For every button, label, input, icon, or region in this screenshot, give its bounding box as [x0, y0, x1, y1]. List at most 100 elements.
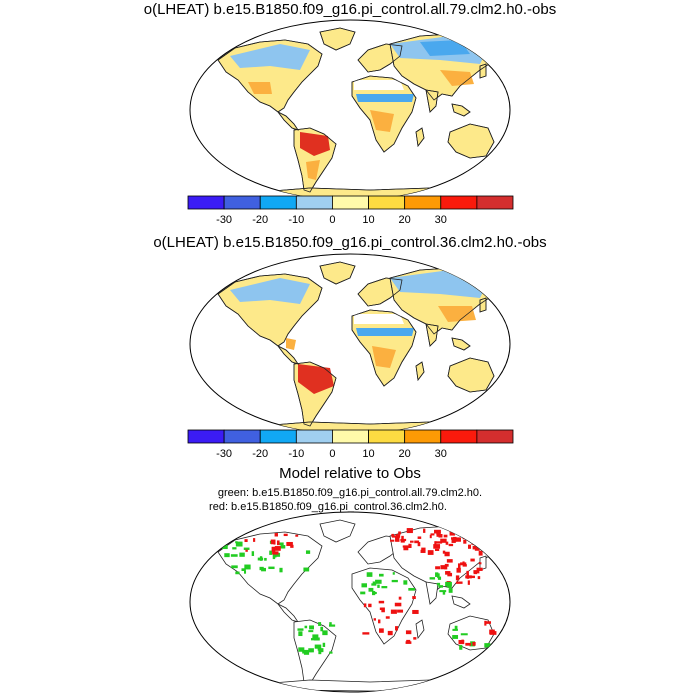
green-marker	[448, 584, 452, 589]
green-marker	[320, 626, 324, 632]
colorbar-swatch	[332, 429, 369, 444]
green-marker	[361, 583, 367, 588]
red-marker	[472, 641, 476, 646]
green-marker	[368, 587, 374, 592]
green-marker	[437, 573, 440, 579]
green-marker	[231, 565, 238, 569]
red-marker	[290, 544, 294, 548]
colorbar-swatch	[368, 195, 406, 210]
green-marker	[322, 642, 326, 647]
red-marker	[417, 536, 422, 539]
red-marker	[445, 571, 451, 575]
green-marker	[438, 585, 443, 588]
red-marker	[465, 575, 472, 579]
panel2-map	[189, 253, 511, 435]
green-marker	[435, 572, 439, 577]
colorbar-tick-label: 0	[329, 448, 335, 460]
green-marker	[459, 645, 463, 650]
green-marker	[366, 572, 373, 577]
red-marker	[482, 542, 488, 547]
green-marker	[442, 590, 446, 595]
colorbar-swatch	[259, 429, 297, 444]
red-marker	[390, 539, 395, 542]
green-marker	[308, 630, 314, 633]
red-marker	[448, 543, 454, 547]
red-marker	[272, 551, 279, 555]
green-marker	[329, 651, 333, 654]
red-marker	[398, 596, 402, 600]
red-marker	[253, 538, 256, 542]
red-marker	[473, 532, 477, 536]
green-marker	[375, 579, 382, 584]
green-marker	[391, 579, 398, 583]
red-marker	[455, 581, 463, 584]
red-marker	[429, 534, 432, 539]
green-marker	[280, 545, 286, 549]
red-marker	[391, 535, 398, 538]
green-marker	[309, 625, 314, 630]
colorbar-tick-label: -30	[216, 448, 232, 460]
red-marker	[446, 559, 453, 563]
red-marker	[466, 570, 469, 576]
colorbar-tick-label: -10	[288, 448, 304, 460]
green-marker	[298, 631, 303, 637]
red-marker	[444, 551, 450, 557]
red-marker	[363, 603, 367, 608]
colorbar-swatch	[476, 429, 514, 444]
red-marker	[381, 607, 385, 613]
red-marker	[430, 533, 435, 536]
red-marker	[403, 545, 409, 551]
green-marker	[244, 564, 251, 570]
red-marker	[274, 546, 281, 551]
green-marker	[318, 622, 322, 626]
red-marker	[406, 528, 413, 534]
green-marker	[243, 547, 250, 550]
red-marker	[417, 542, 421, 547]
green-marker	[313, 637, 320, 641]
green-marker	[329, 622, 332, 627]
colorbar-1: -30 -20 -10 0 10 20 30	[187, 195, 514, 226]
green-marker	[360, 591, 366, 595]
green-marker	[305, 550, 311, 554]
red-marker	[478, 562, 482, 565]
colorbar-tick-label: -20	[252, 214, 268, 226]
colorbar-tick-label: 10	[362, 214, 374, 226]
red-marker	[413, 637, 417, 640]
red-marker	[456, 567, 461, 573]
green-marker	[460, 633, 468, 636]
green-marker	[314, 644, 322, 649]
colorbar-tick-label: 30	[435, 448, 447, 460]
colorbar-swatch	[404, 195, 442, 210]
green-marker	[279, 567, 283, 573]
green-marker	[224, 553, 230, 558]
red-marker	[362, 632, 370, 635]
red-marker	[378, 628, 384, 633]
red-marker	[414, 540, 420, 544]
red-marker	[436, 531, 441, 535]
red-marker	[468, 544, 472, 549]
colorbar-tick-label: -20	[252, 448, 268, 460]
green-marker	[235, 541, 243, 547]
red-marker	[470, 558, 475, 562]
panel1-map	[189, 19, 511, 201]
red-marker	[473, 570, 480, 574]
red-marker	[400, 539, 405, 543]
red-marker	[274, 533, 278, 537]
green-marker	[454, 625, 458, 630]
red-marker	[391, 533, 394, 537]
panel2-title: o(LHEAT) b.e15.B1850.f09_g16.pi_control.…	[153, 234, 547, 251]
red-marker	[387, 630, 393, 636]
colorbar-tick-label: 20	[399, 448, 411, 460]
colorbar-tick-label: 20	[399, 214, 411, 226]
red-marker	[462, 561, 465, 565]
red-marker	[435, 566, 441, 570]
green-marker	[269, 550, 273, 555]
red-marker	[485, 621, 492, 624]
red-marker	[421, 547, 426, 552]
green-marker	[235, 541, 238, 544]
red-marker	[451, 538, 456, 543]
red-marker	[286, 541, 293, 547]
green-marker	[374, 591, 377, 595]
panel3-green-note: green: b.e15.B1850.f09_g16.pi_control.al…	[217, 487, 483, 499]
red-marker	[423, 528, 426, 533]
